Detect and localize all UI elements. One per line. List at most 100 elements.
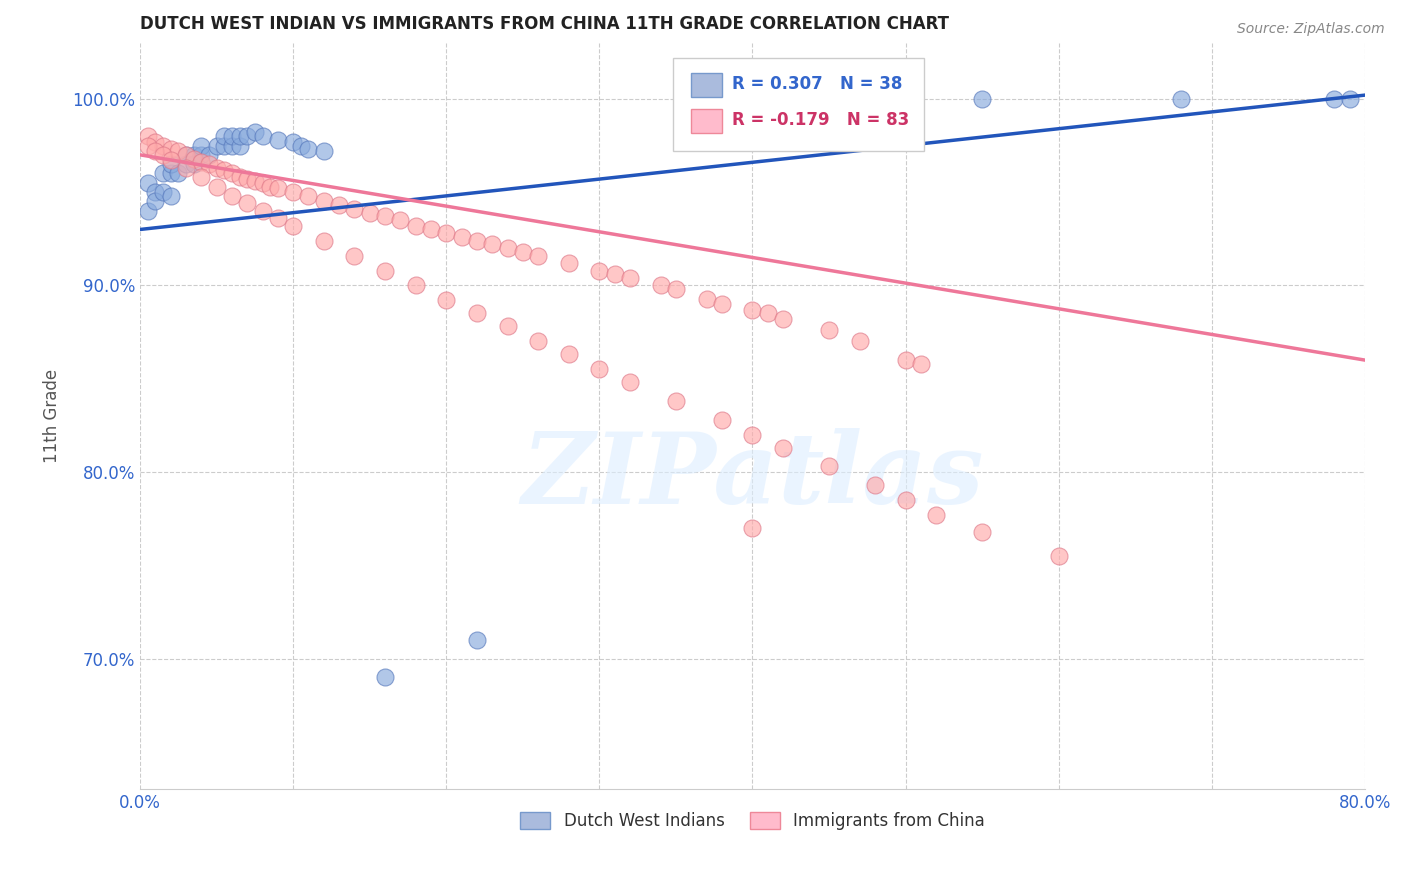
Point xyxy=(496,241,519,255)
Point xyxy=(136,138,159,153)
Point xyxy=(183,152,205,166)
Point xyxy=(619,376,641,390)
Point xyxy=(283,219,305,233)
Point xyxy=(159,142,181,156)
Point xyxy=(145,185,167,199)
Point xyxy=(465,632,488,647)
Point xyxy=(465,306,488,320)
Point xyxy=(420,222,443,236)
Point xyxy=(389,213,412,227)
Point xyxy=(710,413,733,427)
Point xyxy=(214,129,236,144)
Point xyxy=(183,148,205,162)
Point xyxy=(145,144,167,158)
Point xyxy=(198,157,221,171)
Bar xyxy=(692,110,721,133)
Point xyxy=(818,323,841,337)
Point xyxy=(312,234,335,248)
Point xyxy=(267,133,290,147)
Point xyxy=(228,138,250,153)
Point xyxy=(894,493,917,508)
Point xyxy=(174,161,197,175)
Point xyxy=(374,210,396,224)
Point xyxy=(214,138,236,153)
Point xyxy=(159,153,181,168)
Text: ZIPatlas: ZIPatlas xyxy=(522,427,984,524)
Point xyxy=(136,176,159,190)
Point xyxy=(236,129,259,144)
Point xyxy=(741,521,763,535)
Point xyxy=(512,244,534,259)
Text: Source: ZipAtlas.com: Source: ZipAtlas.com xyxy=(1237,22,1385,37)
Point xyxy=(619,271,641,285)
Point xyxy=(665,394,688,409)
Point xyxy=(558,256,581,270)
Point xyxy=(228,129,250,144)
Point xyxy=(267,211,290,226)
Point xyxy=(374,670,396,684)
Point xyxy=(710,297,733,311)
Y-axis label: 11th Grade: 11th Grade xyxy=(44,369,60,463)
Point xyxy=(297,142,319,156)
Point xyxy=(772,441,794,455)
Point xyxy=(312,194,335,209)
Point xyxy=(159,157,181,171)
Point xyxy=(174,148,197,162)
Point xyxy=(190,155,212,169)
Point xyxy=(190,138,212,153)
Point xyxy=(228,170,250,185)
Point xyxy=(152,167,174,181)
Point xyxy=(214,162,236,177)
Point xyxy=(910,357,932,371)
Point xyxy=(405,278,427,293)
Point xyxy=(818,459,841,474)
Point xyxy=(925,508,948,522)
Point xyxy=(496,319,519,334)
Point xyxy=(174,157,197,171)
Point xyxy=(465,234,488,248)
Point xyxy=(527,334,550,349)
Point xyxy=(205,179,228,194)
Point xyxy=(152,185,174,199)
Point xyxy=(136,203,159,218)
Point xyxy=(588,362,610,376)
Point xyxy=(205,138,228,153)
Point xyxy=(183,157,205,171)
Point xyxy=(970,524,993,539)
Bar xyxy=(692,73,721,97)
Point xyxy=(1323,92,1346,106)
Point xyxy=(741,302,763,317)
Point xyxy=(252,176,274,190)
Point xyxy=(650,278,672,293)
Point xyxy=(1170,92,1192,106)
Point xyxy=(434,293,457,308)
Point xyxy=(159,189,181,203)
Point xyxy=(205,161,228,175)
Point xyxy=(588,263,610,277)
Point xyxy=(343,249,366,263)
Point xyxy=(756,306,779,320)
Point xyxy=(1047,549,1070,563)
Point xyxy=(259,179,281,194)
Point xyxy=(1339,92,1361,106)
Point xyxy=(221,189,243,203)
Point xyxy=(252,203,274,218)
Point xyxy=(190,148,212,162)
Point xyxy=(297,189,319,203)
Point xyxy=(252,129,274,144)
Point xyxy=(527,249,550,263)
Point xyxy=(558,347,581,361)
Point xyxy=(863,478,886,492)
Point xyxy=(136,129,159,144)
Point xyxy=(290,138,312,153)
Legend: Dutch West Indians, Immigrants from China: Dutch West Indians, Immigrants from Chin… xyxy=(513,805,991,837)
Point xyxy=(221,138,243,153)
Point xyxy=(243,125,266,139)
Point xyxy=(283,185,305,199)
Point xyxy=(359,205,381,219)
Point xyxy=(221,129,243,144)
Point xyxy=(434,226,457,240)
Point xyxy=(174,148,197,162)
Point xyxy=(328,198,350,212)
Point xyxy=(772,312,794,326)
